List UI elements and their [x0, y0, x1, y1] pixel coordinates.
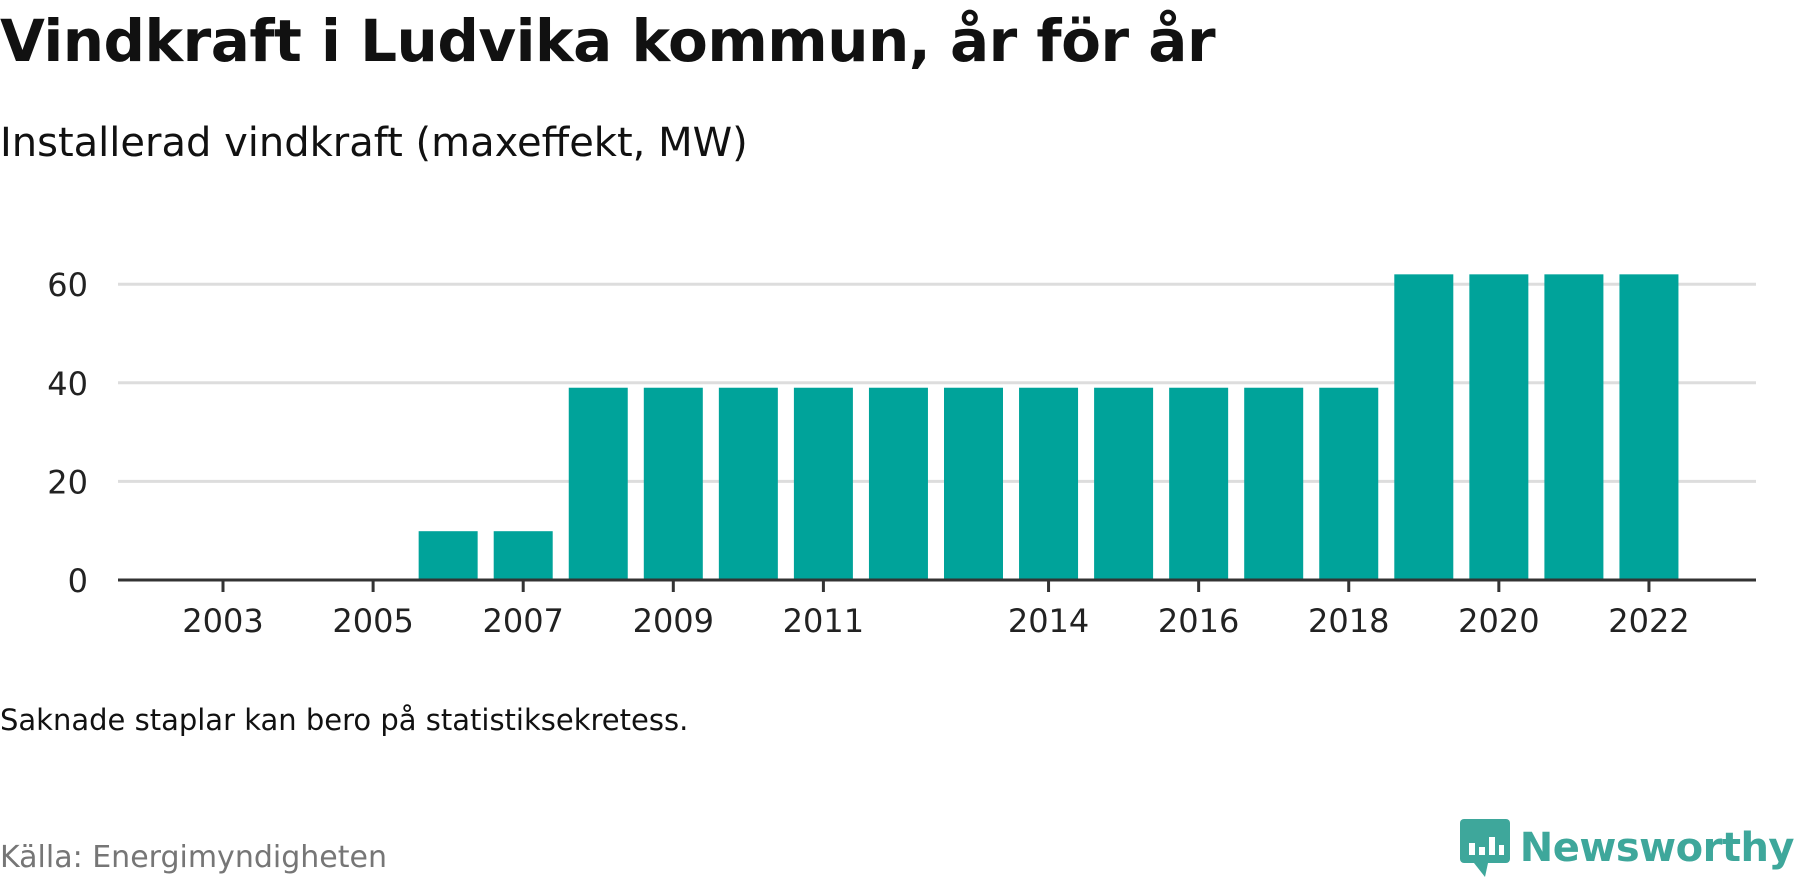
- chart-title: Vindkraft i Ludvika kommun, år för år: [0, 7, 1216, 75]
- bar-2018: [1319, 387, 1379, 580]
- x-tick-label-2003: 2003: [182, 602, 263, 640]
- bar-2010: [718, 387, 778, 580]
- x-tick-label-2018: 2018: [1308, 602, 1389, 640]
- axes: [118, 578, 1756, 592]
- source-credit: Källa: Energimyndigheten: [0, 840, 387, 875]
- bar-2008: [568, 387, 628, 580]
- x-tick-label-2014: 2014: [1008, 602, 1089, 640]
- bar-2016: [1169, 387, 1229, 580]
- y-tick-label-40: 40: [47, 365, 88, 403]
- x-tick-label-2007: 2007: [482, 602, 563, 640]
- x-tick-label-2022: 2022: [1608, 602, 1689, 640]
- tick-labels: 0 20 40 60 2003 2005 2007 2009 2011 2014 2016 2018 2…: [47, 266, 1689, 640]
- x-tick-label-2016: 2016: [1158, 602, 1239, 640]
- bar-2012: [868, 387, 928, 580]
- bar-2013: [944, 387, 1003, 580]
- x-tick-label-2009: 2009: [633, 602, 714, 640]
- bar-chart: 0 20 40 60 2003 2005 2007 2009 2011 2014 2016 2018 2…: [47, 266, 1756, 640]
- chart-subtitle: Installerad vindkraft (maxeffekt, MW): [0, 120, 748, 166]
- bar-2021: [1544, 274, 1604, 580]
- bar-2020: [1469, 274, 1529, 580]
- y-tick-label-0: 0: [68, 562, 88, 600]
- bars: [418, 274, 1679, 580]
- bar-2011: [793, 387, 853, 580]
- bar-2007: [493, 531, 553, 580]
- x-tick-label-2020: 2020: [1458, 602, 1539, 640]
- x-tick-label-2005: 2005: [332, 602, 413, 640]
- brand-logo: Newsworthy: [1459, 818, 1795, 878]
- bar-2015: [1094, 387, 1154, 580]
- bar-2014: [1019, 387, 1079, 580]
- bar-2006: [418, 531, 478, 580]
- bar-2019: [1394, 274, 1454, 580]
- newsworthy-logo-icon: [1459, 819, 1510, 877]
- bar-2022: [1619, 274, 1679, 580]
- bar-2017: [1244, 387, 1304, 580]
- footnote: Saknade staplar kan bero på statistiksek…: [0, 703, 689, 737]
- y-tick-label-20: 20: [47, 463, 88, 501]
- y-tick-label-60: 60: [47, 266, 88, 304]
- brand-name: Newsworthy: [1519, 825, 1795, 871]
- x-tick-label-2011: 2011: [783, 602, 864, 640]
- bar-2009: [643, 387, 703, 580]
